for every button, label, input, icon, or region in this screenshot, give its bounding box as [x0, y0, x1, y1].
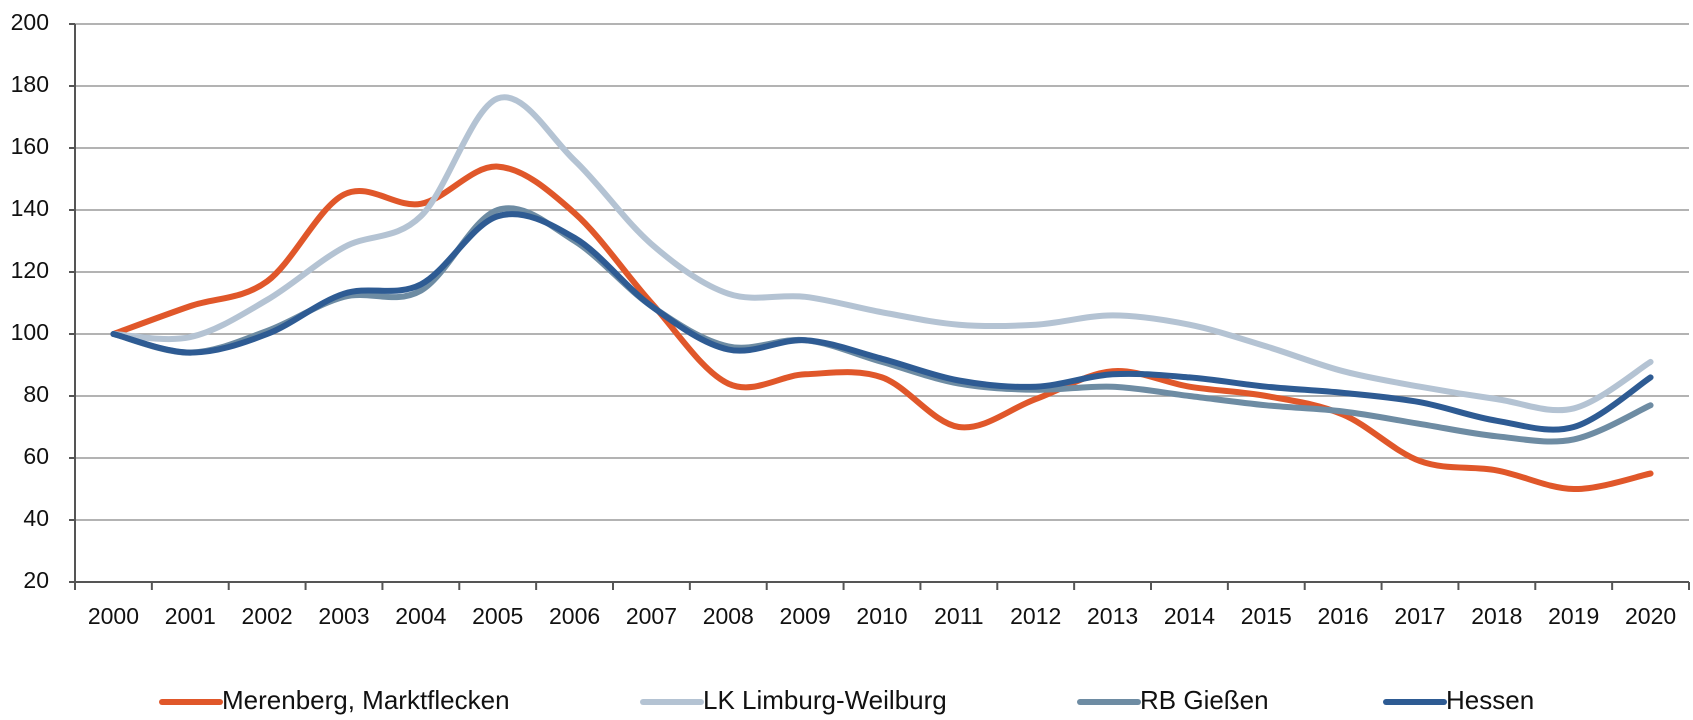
y-tick-label: 140 [11, 195, 49, 221]
legend-label: Merenberg, Marktflecken [222, 685, 510, 715]
y-tick-label: 40 [23, 505, 49, 531]
x-tick-label: 2020 [1625, 603, 1676, 629]
y-tick-label: 20 [23, 567, 49, 593]
x-tick-label: 2017 [1394, 603, 1445, 629]
x-tick-label: 2007 [626, 603, 677, 629]
x-tick-label: 2006 [549, 603, 600, 629]
x-tick-label: 2015 [1241, 603, 1292, 629]
x-tick-label: 2001 [165, 603, 216, 629]
y-tick-label: 180 [11, 71, 49, 97]
legend-label: LK Limburg-Weilburg [703, 685, 947, 715]
x-tick-label: 2003 [318, 603, 369, 629]
series-line [110, 205, 1654, 445]
y-tick-label: 200 [11, 9, 49, 35]
y-tick-label: 80 [23, 381, 49, 407]
y-tick-label: 100 [11, 319, 49, 345]
y-tick-label: 160 [11, 133, 49, 159]
legend-label: Hessen [1446, 685, 1534, 715]
x-tick-label: 2016 [1318, 603, 1369, 629]
y-tick-label: 60 [23, 443, 49, 469]
series-line [110, 163, 1654, 493]
x-tick-label: 2011 [934, 603, 983, 629]
x-tick-label: 2005 [472, 603, 523, 629]
x-tick-label: 2019 [1548, 603, 1599, 629]
x-tick-label: 2002 [242, 603, 293, 629]
x-tick-label: 2012 [1010, 603, 1061, 629]
x-tick-label: 2018 [1471, 603, 1522, 629]
x-tick-label: 2000 [88, 603, 139, 629]
y-tick-label: 120 [11, 257, 49, 283]
series-line [110, 211, 1654, 433]
x-tick-label: 2004 [395, 603, 446, 629]
x-tick-label: 2013 [1087, 603, 1138, 629]
x-tick-label: 2010 [856, 603, 907, 629]
x-tick-label: 2014 [1164, 603, 1215, 629]
x-tick-label: 2009 [780, 603, 831, 629]
legend-label: RB Gießen [1140, 685, 1269, 715]
x-tick-label: 2008 [703, 603, 754, 629]
series-line [110, 94, 1654, 414]
